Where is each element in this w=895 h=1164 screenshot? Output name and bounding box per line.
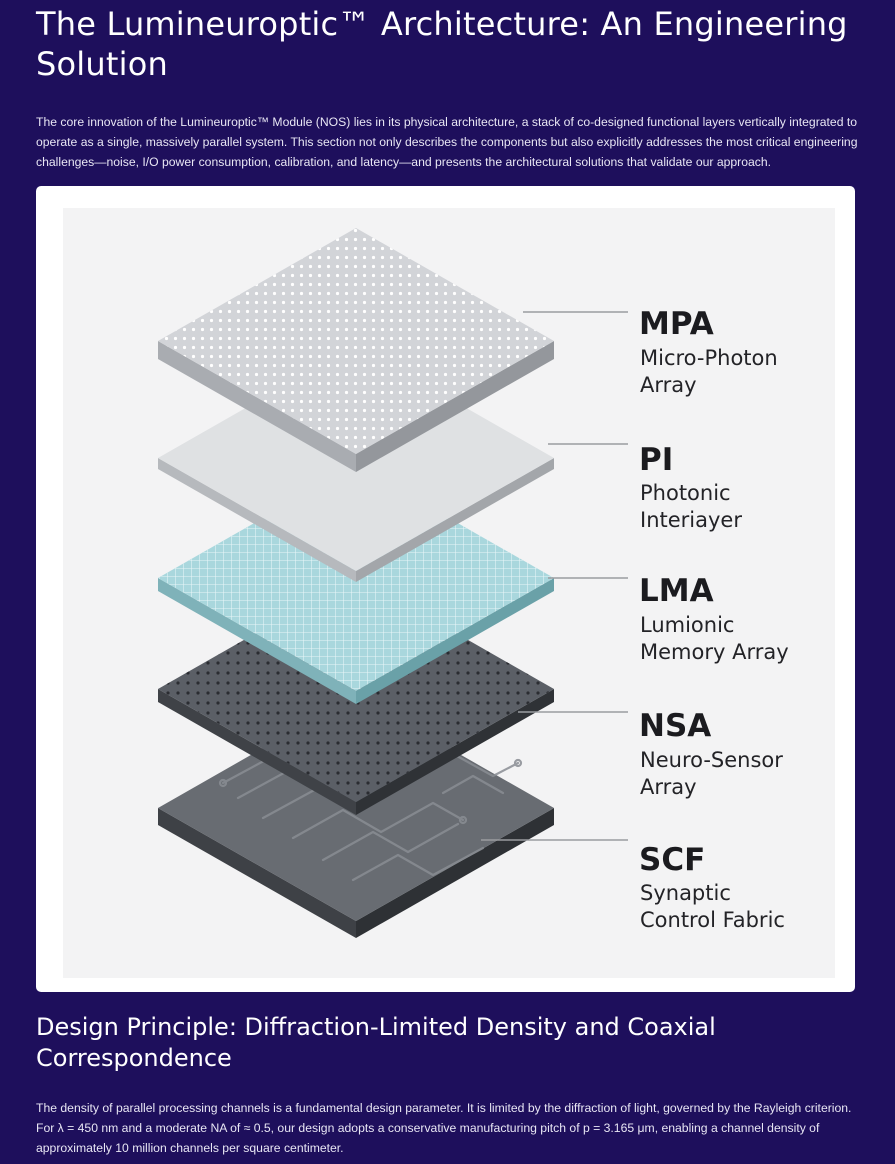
section-heading: Design Principle: Diffraction-Limited De…: [36, 1013, 716, 1072]
label-lma-abbr: LMA: [639, 573, 714, 609]
label-scf: SCF Synaptic Control Fabric: [639, 842, 785, 932]
section-paragraph: The density of parallel processing chann…: [36, 1101, 852, 1155]
label-pi: PI Photonic Interiayer: [639, 442, 742, 532]
label-lma-line1: Lumionic: [640, 613, 734, 637]
figure-illustration: MPA Micro-Photon Array PI Photonic Inter…: [63, 208, 835, 978]
label-scf-line1: Synaptic: [640, 881, 731, 905]
label-nsa-line1: Neuro-Sensor: [640, 748, 783, 772]
label-scf-abbr: SCF: [639, 842, 705, 878]
label-pi-line2: Interiayer: [640, 508, 742, 532]
layer-mpa: [158, 228, 554, 472]
label-mpa-abbr: MPA: [639, 306, 714, 342]
label-mpa: MPA Micro-Photon Array: [639, 306, 778, 397]
architecture-figure: MPA Micro-Photon Array PI Photonic Inter…: [36, 186, 855, 992]
intro-paragraph: The core innovation of the Lumineuroptic…: [36, 115, 858, 169]
label-pi-line1: Photonic: [640, 481, 731, 505]
label-nsa-abbr: NSA: [639, 708, 711, 744]
label-nsa-line2: Array: [640, 775, 697, 799]
label-nsa: NSA Neuro-Sensor Array: [639, 708, 783, 799]
label-mpa-line1: Micro-Photon: [640, 346, 778, 370]
label-mpa-line2: Array: [640, 373, 697, 397]
leader-lines: [481, 311, 628, 841]
label-lma: LMA Lumionic Memory Array: [639, 573, 789, 664]
label-scf-line2: Control Fabric: [640, 908, 785, 932]
page-title: The Lumineuroptic™ Architecture: An Engi…: [36, 5, 848, 83]
label-pi-abbr: PI: [639, 442, 673, 478]
layer-stack-diagram: MPA Micro-Photon Array PI Photonic Inter…: [158, 228, 789, 938]
label-lma-line2: Memory Array: [640, 640, 789, 664]
